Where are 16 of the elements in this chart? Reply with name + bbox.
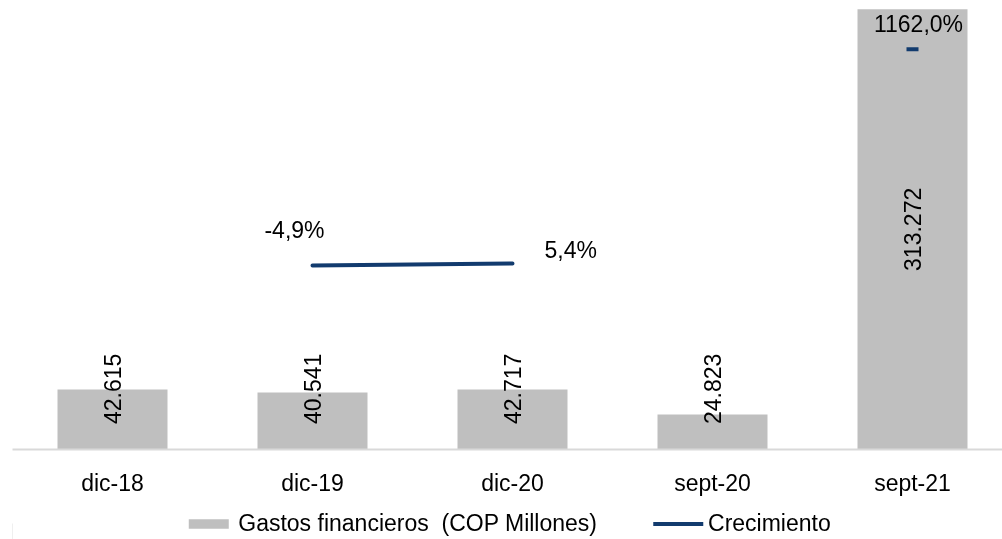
data-label: 40.541: [300, 353, 326, 425]
x-tick-label: dic-20: [481, 469, 544, 496]
x-tick-label: dic-19: [281, 469, 344, 496]
data-label: 42.615: [100, 353, 126, 425]
x-tick-label: dic-18: [81, 469, 144, 496]
data-label: 5,4%: [544, 237, 597, 264]
x-tick-label: sept-20: [674, 469, 751, 496]
data-label: -4,9%: [264, 217, 325, 244]
x-tick-label: sept-21: [874, 469, 951, 496]
data-label: 24.823: [700, 353, 726, 425]
legend-label: Crecimiento: [708, 509, 831, 537]
bar: [857, 9, 968, 450]
data-label: 1162,0%: [873, 11, 964, 38]
legend-label: Gastos financieros (COP Millones): [238, 509, 598, 537]
data-label: 313.272: [900, 187, 926, 271]
data-label: 42.717: [500, 353, 526, 425]
